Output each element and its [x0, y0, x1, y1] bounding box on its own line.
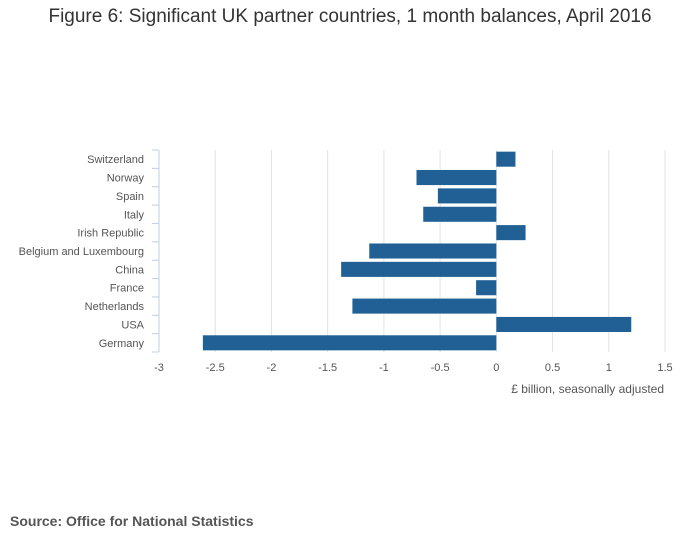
category-label: Germany — [99, 338, 145, 350]
x-tick-label: 1 — [606, 362, 612, 374]
category-labels: Switzerland Norway Spain Italy Irish Republi… — [19, 154, 145, 350]
bar — [369, 243, 497, 259]
category-label: Norway — [107, 173, 145, 185]
category-label: Irish Republic — [77, 228, 144, 240]
category-label: Italy — [124, 209, 145, 221]
x-tick-label: 1.5 — [657, 362, 672, 374]
bar — [437, 188, 497, 204]
y-axis — [152, 149, 160, 353]
category-label: Netherlands — [85, 301, 145, 313]
category-label: Switzerland — [87, 154, 144, 166]
bar — [496, 316, 632, 332]
bar — [341, 261, 497, 277]
x-tick-label: -3 — [154, 362, 164, 374]
category-label: France — [110, 283, 144, 295]
bar — [423, 206, 497, 222]
x-tick-label: -1 — [379, 362, 389, 374]
x-tick-labels: -3 -2.5 -2 -1.5 -1 -0.5 0 0.5 1 1.5 — [154, 362, 673, 374]
category-label: USA — [121, 319, 144, 331]
bar — [352, 298, 497, 314]
x-tick-label: -2.5 — [206, 362, 225, 374]
bar — [202, 335, 497, 351]
category-label: China — [115, 264, 145, 276]
category-label: Belgium and Luxembourg — [19, 246, 144, 258]
category-label: Spain — [116, 191, 144, 203]
x-axis-label: £ billion, seasonally adjusted — [511, 382, 664, 396]
source-note: Source: Office for National Statistics — [10, 513, 254, 529]
bars — [202, 151, 632, 351]
bar — [496, 151, 516, 167]
x-tick-label: 0 — [493, 362, 499, 374]
x-tick-label: -0.5 — [431, 362, 450, 374]
bar — [416, 170, 497, 186]
x-tick-label: -1.5 — [318, 362, 337, 374]
chart-title: Figure 6: Significant UK partner countri… — [48, 6, 652, 27]
x-tick-label: 0.5 — [545, 362, 560, 374]
x-tick-label: -2 — [267, 362, 277, 374]
bar — [476, 280, 497, 296]
bar — [496, 225, 526, 241]
